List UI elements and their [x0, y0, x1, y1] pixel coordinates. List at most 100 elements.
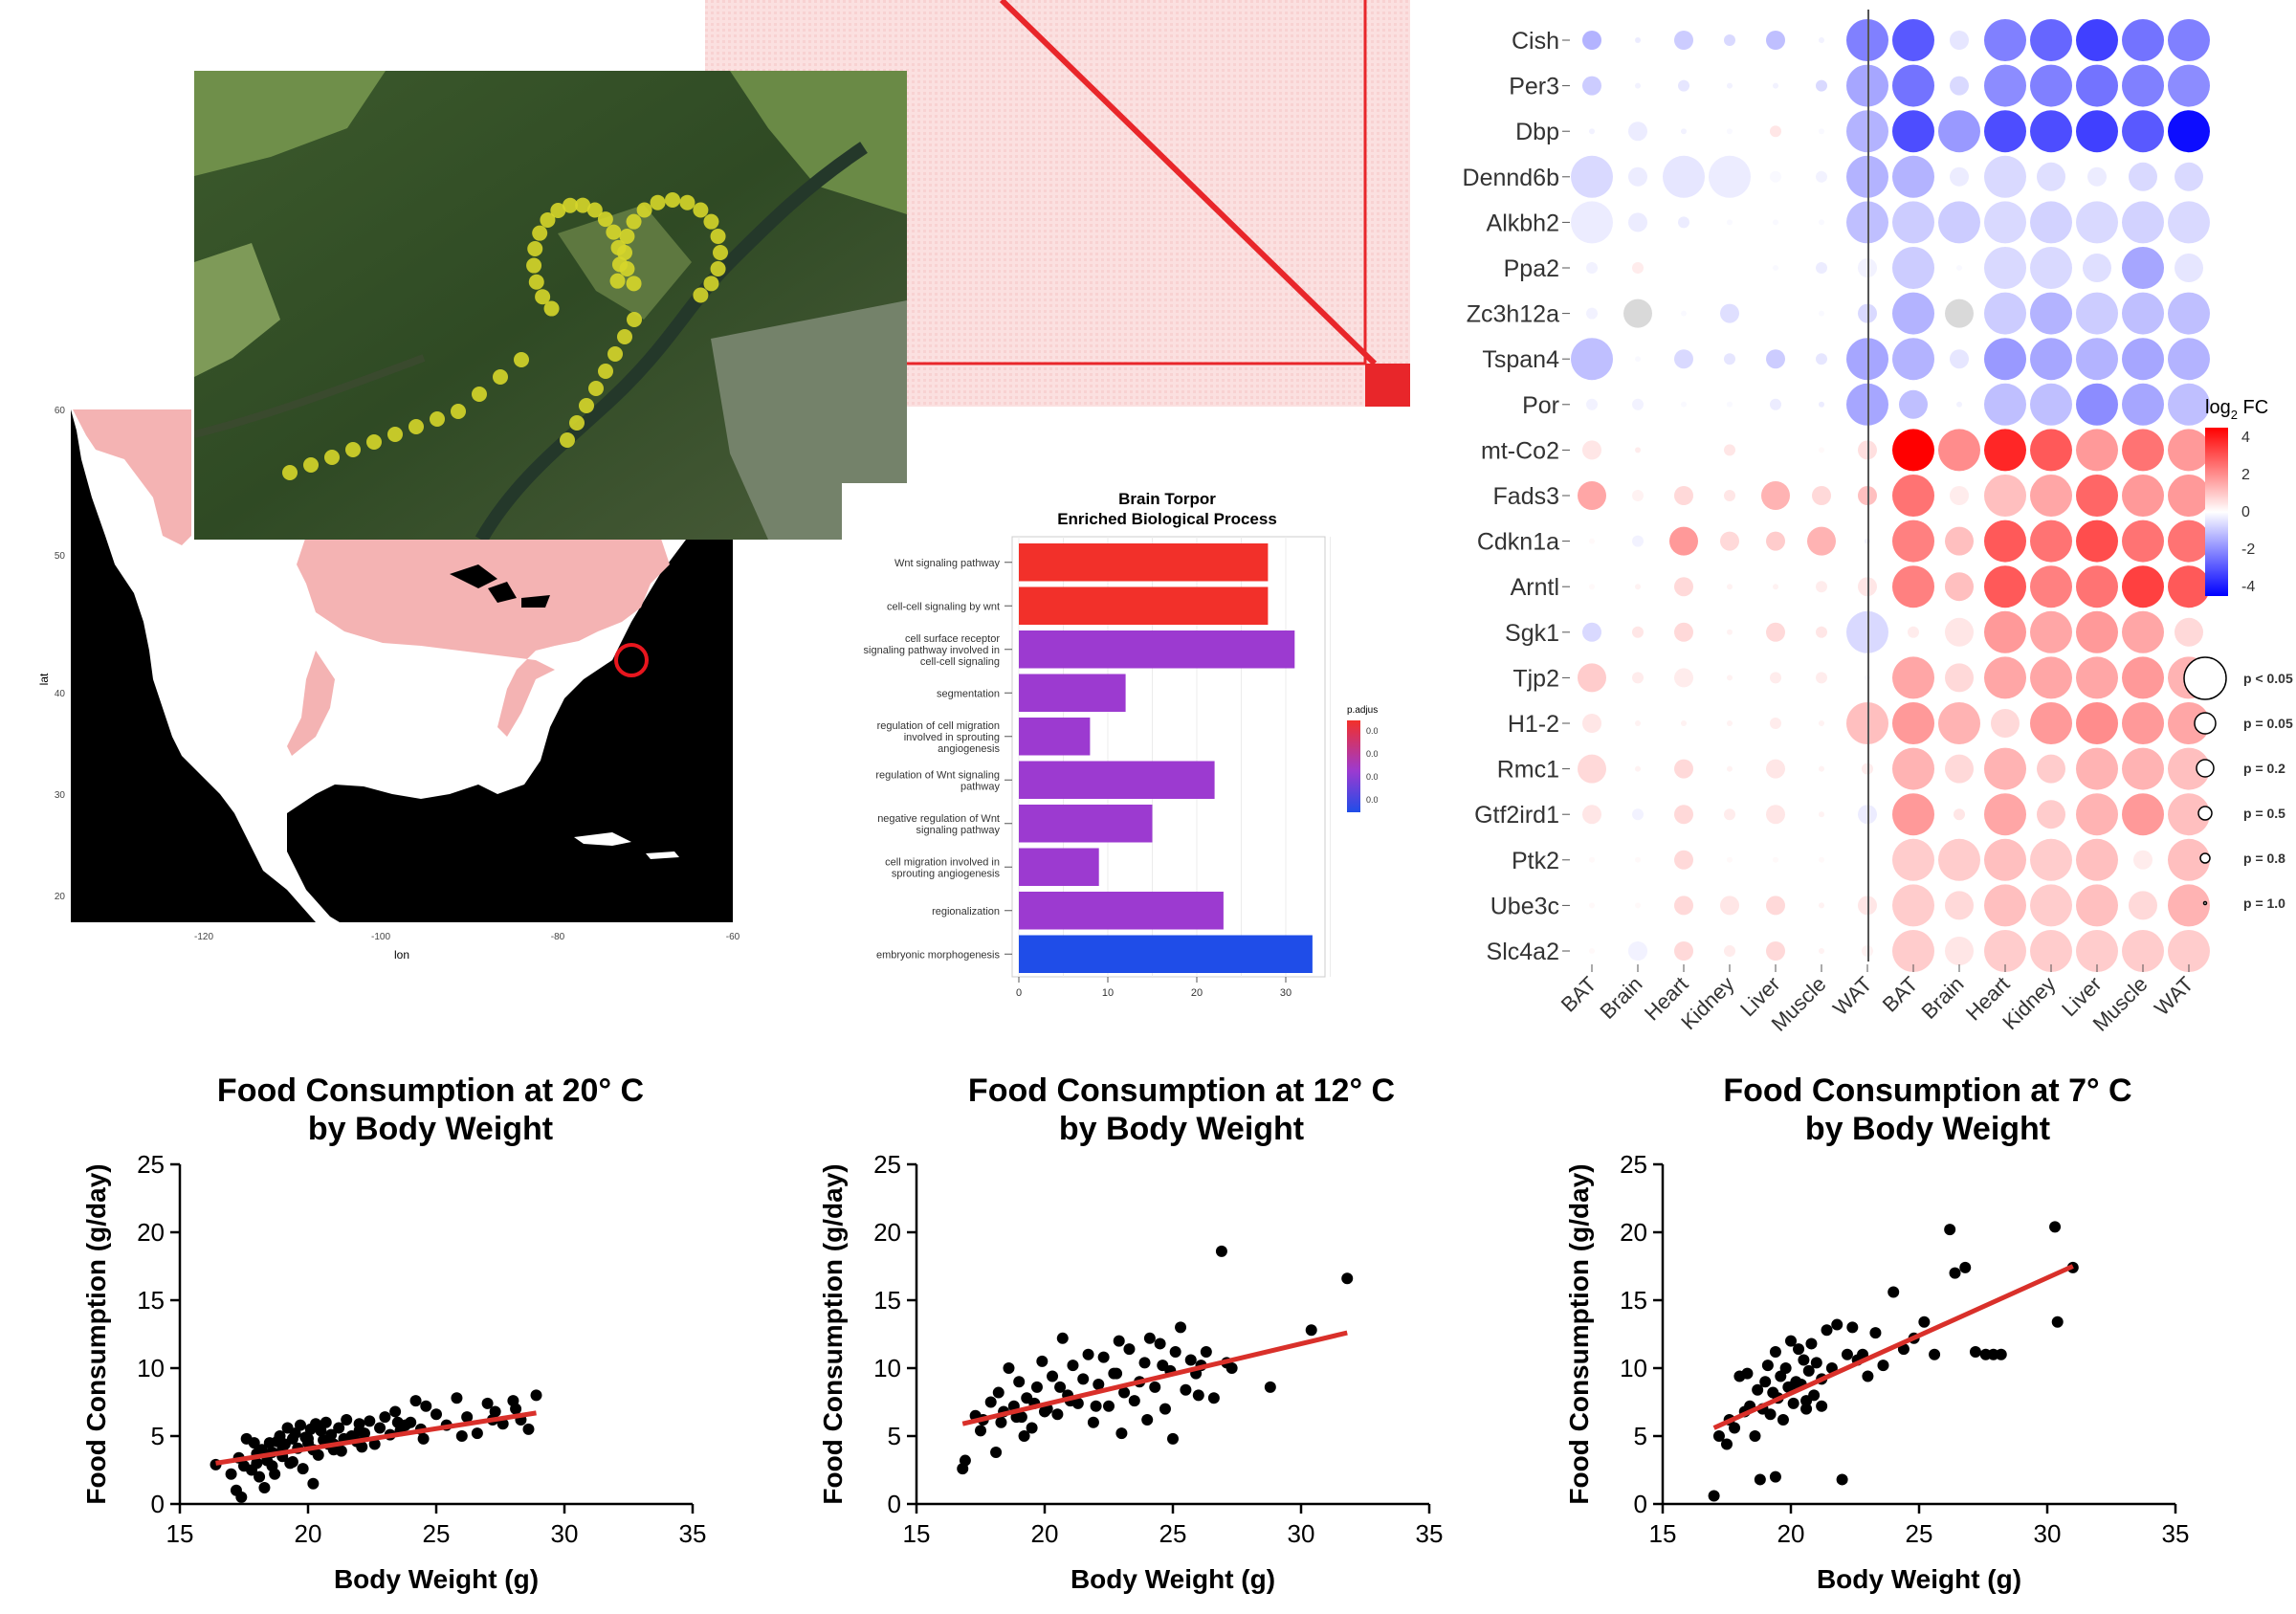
dotplot-dot [2168, 565, 2210, 608]
scatter-point [959, 1454, 971, 1467]
scatter-point [364, 1415, 376, 1427]
dotplot-dot [1674, 759, 1693, 779]
species-range-east [297, 517, 670, 737]
y-axis-label: Food Consumption (g/day) [818, 1163, 848, 1504]
dotplot-dot [1632, 398, 1644, 410]
dotplot-dot [1945, 298, 1974, 328]
dotplot-dot [1632, 672, 1644, 684]
scatter-20c-title-line1: Food Consumption at 20° C [216, 1072, 645, 1109]
dotplot-dot [2168, 475, 2210, 517]
fc-legend-ticks: 4 2 0 -2 -4 [2241, 430, 2255, 595]
torpor-term-label: regulation of cell migration [877, 720, 1000, 732]
scatter-point [1862, 1370, 1874, 1382]
torpor-bar [1019, 805, 1153, 843]
map-y-tick-label: 30 [55, 790, 66, 801]
tissue-label: WAT [2150, 972, 2198, 1021]
dotplot-dot [1819, 902, 1824, 909]
dotplot-dot [1773, 310, 1778, 317]
x-tick-label: 30 [551, 1519, 579, 1548]
scatter-point [471, 1427, 483, 1440]
dotplot-dot [2030, 110, 2072, 153]
scatter-point [320, 1416, 332, 1428]
map-xlabel: lon [394, 948, 409, 962]
scatter-point [1167, 1432, 1179, 1445]
scatter-title-12c: Food Consumption at 12° C by Body Weight [894, 1072, 1468, 1148]
torpor-title-line2: Enriched Biological Process [1057, 510, 1277, 528]
scatter-point [258, 1481, 271, 1493]
size-legend-label: p = 0.05 [2243, 716, 2293, 731]
dotplot-dot [1892, 247, 1934, 289]
dotplot-dot [1727, 629, 1733, 635]
dotplot-dot [1892, 702, 1934, 744]
dotplot-dot [1816, 79, 1827, 92]
dotplot-dot [1938, 838, 1980, 881]
field-top-right [730, 71, 907, 214]
sampling-points [282, 192, 728, 480]
dotplot-dot [1816, 672, 1827, 684]
scatter-point [1995, 1348, 2007, 1360]
sampling-point-marker [607, 346, 623, 362]
sampling-point-marker [693, 202, 709, 218]
sampling-point-marker [626, 213, 642, 230]
scatter-point [1729, 1422, 1741, 1434]
dotplot-dot [1892, 838, 1934, 881]
torpor-x-tick-label: 0 [1016, 987, 1022, 999]
dotplot-dot [2076, 520, 2118, 563]
y-tick-label: 15 [873, 1286, 901, 1315]
sampling-point-marker [408, 419, 424, 434]
torpor-term-label: involved in sprouting [904, 732, 1000, 743]
scatter-point [1785, 1335, 1797, 1347]
sampling-point-marker [636, 202, 652, 218]
dotplot-dot [1720, 303, 1739, 323]
dotplot-dot [1819, 310, 1824, 317]
scatter-point [451, 1392, 463, 1404]
dotplot-dot [1582, 805, 1601, 825]
dotplot-dot [1727, 765, 1733, 772]
dotplot-dot [1571, 155, 1613, 198]
sampling-point-marker [493, 369, 508, 385]
scatter-point [248, 1437, 260, 1449]
dotplot-dot [1892, 520, 1934, 563]
dotplot-dot [1628, 941, 1647, 961]
dotplot-dot [1635, 447, 1641, 453]
scatter-point [225, 1468, 237, 1480]
y-tick-label: 0 [1634, 1490, 1647, 1518]
gene-label: Rmc1 [1497, 757, 1559, 784]
dotplot-dot [1674, 895, 1693, 916]
scatter-point [430, 1408, 442, 1421]
fc-legend-tick-label: -4 [2241, 579, 2255, 595]
sampling-point-marker [627, 312, 642, 327]
dotplot-dot [1984, 64, 2026, 107]
fc-legend-tick-label: 2 [2241, 467, 2250, 483]
sampling-point-marker [560, 432, 575, 448]
dotplot-dot [1819, 37, 1824, 43]
dotplot-dot [1727, 265, 1733, 271]
dotplot-dot [1938, 702, 1980, 744]
scatter-point [1115, 1427, 1128, 1440]
scatter-title-20c: Food Consumption at 20° C by Body Weight [144, 1072, 718, 1148]
torpor-legend-bar [1347, 720, 1360, 812]
dotplot-dot [1773, 447, 1778, 453]
dotplot-dot [1727, 856, 1733, 863]
dotplot-dot [1571, 201, 1613, 244]
dotplot-dot [1674, 31, 1693, 50]
torpor-legend-title: p.adjust [1347, 705, 1378, 716]
dotplot-dot [1816, 262, 1827, 274]
dotplot-dot [1819, 128, 1824, 135]
dotplot-dot [1724, 945, 1735, 957]
scatter-point [1192, 1389, 1204, 1402]
scatter-point [1841, 1348, 1853, 1360]
scatter-point [1888, 1286, 1900, 1298]
dotplot-dot [1727, 128, 1733, 135]
scatter-point [1051, 1408, 1064, 1421]
dotplot-dot [2030, 429, 2072, 472]
map-y-tick-label: 20 [55, 892, 66, 902]
dotplot-dot [2030, 838, 2072, 881]
scatter-point [1184, 1354, 1197, 1366]
dotplot-dot [1938, 429, 1980, 472]
scatter-point [307, 1477, 320, 1490]
dotplot-dot [2076, 884, 2118, 927]
sampling-point-marker [710, 229, 726, 245]
gene-label: mt-Co2 [1481, 437, 1559, 464]
scatter-point [1805, 1338, 1818, 1350]
